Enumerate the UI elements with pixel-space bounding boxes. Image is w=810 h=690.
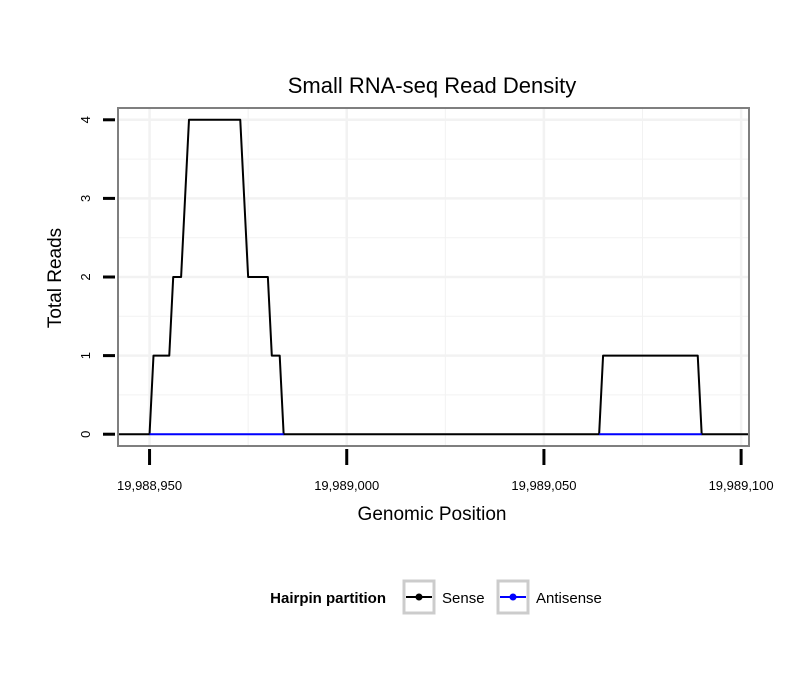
chart-title: Small RNA-seq Read Density [288,73,577,98]
y-tick-label: 2 [78,273,93,280]
legend-marker-sense [415,593,423,601]
legend-label-antisense: Antisense [536,590,602,607]
x-tick-label: 19,989,000 [314,478,379,493]
x-tick-label: 19,989,050 [511,478,576,493]
y-tick-label: 0 [78,431,93,438]
series-line-sense [118,118,749,436]
x-axis-title: Genomic Position [358,504,507,525]
y-tick-label: 3 [78,195,93,202]
y-axis-title: Total Reads [45,228,66,328]
legend-title: Hairpin partition [270,590,386,607]
y-tick-label: 1 [78,352,93,359]
x-tick-label: 19,988,950 [117,478,182,493]
y-axis-ticks: 0 1 2 3 4 [78,116,115,438]
legend: Hairpin partition Sense Antisense [270,579,602,615]
y-tick-label: 4 [78,116,93,123]
legend-item-antisense: Antisense [496,579,602,615]
plot-border [117,107,750,447]
legend-item-sense: Sense [402,579,485,615]
x-axis-ticks: 19,988,950 19,989,000 19,989,050 19,989,100 [117,449,774,493]
legend-marker-antisense [509,593,517,601]
legend-label-sense: Sense [442,590,485,607]
x-tick-label: 19,989,100 [709,478,774,493]
series-lines [118,118,749,436]
grid-lines [118,108,749,446]
